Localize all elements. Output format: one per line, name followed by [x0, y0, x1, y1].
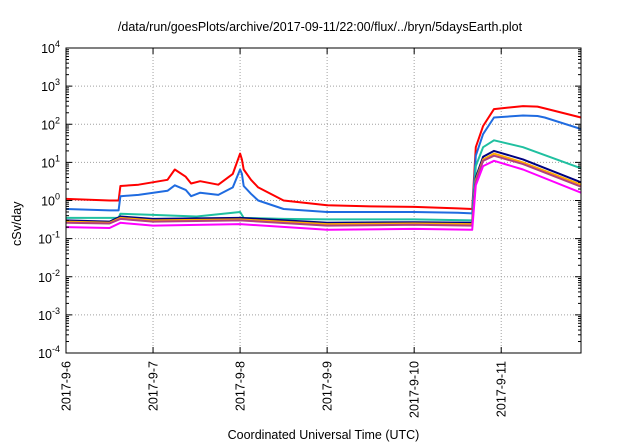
- y-axis-label: cSv/day: [10, 201, 24, 246]
- x-tick-label: 2017-9-10: [408, 361, 422, 418]
- y-tick-label: 102: [41, 115, 60, 132]
- chart-title: /data/run/goesPlots/archive/2017-09-11/2…: [117, 20, 523, 34]
- y-tick-label: 10-4: [38, 344, 60, 361]
- plot-frame: [65, 47, 582, 354]
- series-line-6: [65, 154, 582, 227]
- y-tick-label: 10-3: [38, 306, 60, 323]
- x-tick-label: 2017-9-11: [495, 361, 509, 417]
- y-tick-label: 10-2: [38, 268, 60, 285]
- series-line-5: [65, 152, 582, 226]
- y-tick-label: 100: [41, 192, 60, 209]
- x-tick-label: 2017-9-6: [60, 361, 74, 411]
- series-line-1: [65, 105, 582, 210]
- y-tick-label: 101: [41, 153, 60, 170]
- y-tick-label: 104: [41, 39, 60, 56]
- y-tick-label: 103: [41, 77, 60, 94]
- series-line-2: [65, 114, 582, 215]
- x-tick-label: 2017-9-9: [321, 361, 335, 411]
- y-tick-label: 10-1: [38, 230, 60, 247]
- series-line-4: [65, 149, 582, 224]
- series-line-7: [65, 159, 582, 231]
- x-tick-label: 2017-9-7: [147, 361, 161, 411]
- series-line-3: [66, 139, 582, 222]
- x-axis-label: Coordinated Universal Time (UTC): [227, 428, 420, 442]
- x-tick-label: 2017-9-8: [234, 361, 248, 411]
